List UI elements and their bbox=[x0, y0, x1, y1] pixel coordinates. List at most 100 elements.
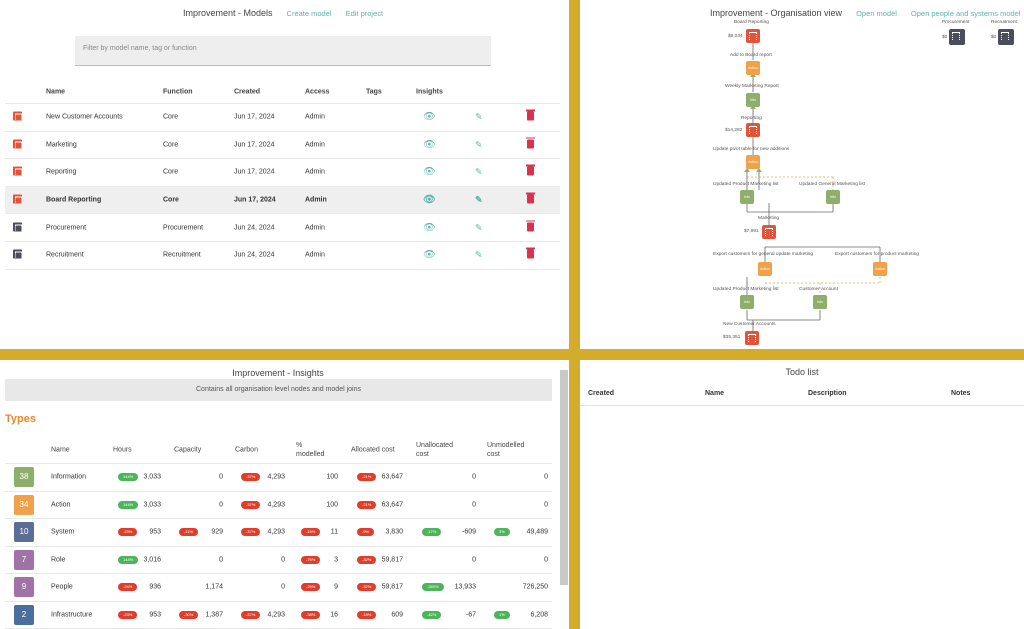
table-row[interactable]: 38 Information 144% 3,033 0 -37% 4,293 100 -21% 6… bbox=[5, 464, 552, 492]
view-insights-icon[interactable]: 👁 bbox=[423, 249, 436, 261]
unmodelled-value: 49,489 bbox=[526, 528, 548, 536]
update-tables-node[interactable]: Action bbox=[746, 155, 760, 169]
col-unallocated[interactable]: Unallocated cost bbox=[416, 441, 453, 458]
node-value: $6,034 bbox=[728, 34, 743, 39]
col-description[interactable]: Description bbox=[808, 390, 847, 397]
change-badge: -9% bbox=[357, 528, 375, 537]
table-row[interactable]: 2 Infrastructure -23% 953 -30% 1,387 -37% 4,293… bbox=[5, 602, 552, 629]
table-row[interactable]: 34 Action 144% 3,033 0 -37% 4,293 100 -21% 63,647… bbox=[5, 492, 552, 519]
col-hours[interactable]: Hours bbox=[113, 446, 132, 453]
export-general-node[interactable]: Action bbox=[758, 262, 772, 276]
model-name[interactable]: Procurement bbox=[46, 224, 87, 232]
type-name[interactable]: Action bbox=[51, 501, 71, 509]
col-unmodelled[interactable]: Unmodelled cost bbox=[487, 441, 525, 458]
open-people-link[interactable]: Open people and systems model bbox=[910, 9, 1021, 18]
edit-icon[interactable]: ✎ bbox=[475, 139, 483, 150]
change-badge: -37% bbox=[241, 500, 261, 509]
col-carbon[interactable]: Carbon bbox=[235, 446, 258, 453]
change-badge: -18% bbox=[357, 610, 377, 619]
add-to-board-node[interactable]: Action bbox=[746, 61, 760, 75]
updated-pml2-node[interactable]: Info bbox=[740, 295, 754, 309]
table-row[interactable]: Recruitment Recruitment Jun 24, 2024 Admin 👁… bbox=[5, 242, 560, 270]
col-created[interactable]: Created bbox=[234, 88, 261, 95]
view-insights-icon[interactable]: 👁 bbox=[423, 222, 436, 234]
col-access[interactable]: Access bbox=[305, 88, 330, 95]
view-insights-icon[interactable]: 👁 bbox=[423, 194, 436, 206]
delete-icon[interactable] bbox=[526, 192, 535, 206]
model-created: Jun 24, 2024 bbox=[234, 251, 275, 259]
type-count-badge: 2 bbox=[14, 604, 34, 625]
col-name[interactable]: Name bbox=[51, 446, 70, 453]
reporting-node[interactable] bbox=[746, 123, 760, 137]
view-insights-icon[interactable]: 👁 bbox=[423, 166, 436, 178]
allocated-value: 59,817 bbox=[381, 556, 403, 564]
board-reporting-node[interactable] bbox=[746, 29, 760, 43]
customer-account-node[interactable]: Info bbox=[813, 295, 827, 309]
col-created[interactable]: Created bbox=[588, 390, 615, 397]
model-name[interactable]: Reporting bbox=[46, 168, 77, 176]
table-row[interactable]: Board Reporting Core Jun 17, 2024 Admin 👁 ✎ bbox=[5, 186, 560, 215]
weekly-report-node[interactable]: Info bbox=[746, 93, 760, 107]
type-name[interactable]: Role bbox=[51, 556, 66, 564]
type-name[interactable]: System bbox=[51, 528, 75, 536]
delete-icon[interactable] bbox=[526, 137, 535, 150]
table-row[interactable]: Procurement Procurement Jun 24, 2024 Admin 👁… bbox=[5, 214, 560, 242]
edit-icon[interactable]: ✎ bbox=[475, 222, 483, 233]
edit-icon[interactable]: ✎ bbox=[475, 166, 483, 177]
col-function[interactable]: Function bbox=[163, 88, 193, 95]
col-tags[interactable]: Tags bbox=[366, 88, 382, 95]
new-customer-node[interactable] bbox=[745, 331, 759, 345]
marketing-node[interactable] bbox=[762, 225, 776, 239]
unallocated-value: 13,933 bbox=[454, 583, 476, 591]
edit-icon[interactable]: ✎ bbox=[475, 194, 483, 205]
edit-icon[interactable]: ✎ bbox=[475, 249, 483, 260]
type-count-badge: 10 bbox=[14, 522, 34, 543]
col-allocated[interactable]: Allocated cost bbox=[351, 446, 395, 453]
type-name[interactable]: Infrastructure bbox=[51, 611, 93, 619]
edit-icon[interactable]: ✎ bbox=[475, 111, 483, 122]
procurement-node[interactable] bbox=[949, 29, 965, 45]
node-label: Reporting bbox=[741, 116, 762, 121]
unallocated-value: -609 bbox=[461, 528, 476, 536]
type-count-badge: 34 bbox=[14, 494, 34, 515]
type-name[interactable]: People bbox=[51, 583, 73, 591]
table-row[interactable]: 7 Role 144% 3,016 0 0 -75% 3 -32% 59,817 0 0 bbox=[5, 547, 552, 574]
edit-project-link[interactable]: Edit project bbox=[345, 9, 384, 18]
recruitment-node[interactable] bbox=[998, 29, 1014, 45]
col-notes[interactable]: Notes bbox=[951, 390, 971, 397]
model-name[interactable]: Marketing bbox=[46, 141, 77, 149]
table-row[interactable]: New Customer Accounts Core Jun 17, 2024 Adm… bbox=[5, 104, 560, 132]
unmodelled-value: 0 bbox=[544, 473, 548, 481]
model-name[interactable]: Board Reporting bbox=[46, 196, 102, 204]
updated-gml-node[interactable]: Info bbox=[826, 190, 840, 204]
delete-icon[interactable] bbox=[526, 220, 535, 233]
delete-icon[interactable] bbox=[526, 164, 535, 178]
create-model-link[interactable]: Create model bbox=[286, 9, 332, 18]
model-name[interactable]: New Customer Accounts bbox=[46, 113, 123, 121]
model-created: Jun 17, 2024 bbox=[234, 196, 276, 204]
filter-input[interactable]: Filter by model name, tag or function bbox=[75, 36, 491, 66]
table-row[interactable]: Marketing Core Jun 17, 2024 Admin 👁 ✎ bbox=[5, 132, 560, 160]
table-row[interactable]: 10 System -23% 953 -11% 929 -37% 4,293 -15% 11 -9%… bbox=[5, 519, 552, 547]
col-capacity[interactable]: Capacity bbox=[174, 446, 202, 453]
delete-icon[interactable] bbox=[526, 109, 535, 123]
col-name[interactable]: Name bbox=[46, 88, 66, 95]
view-insights-icon[interactable]: 👁 bbox=[423, 139, 436, 151]
table-row[interactable]: Reporting Core Jun 17, 2024 Admin 👁 ✎ bbox=[5, 159, 560, 187]
open-model-link[interactable]: Open model bbox=[856, 9, 897, 18]
table-row[interactable]: 9 People -24% 936 1,174 0 -25% 9 -32% 59,817 -340%… bbox=[5, 574, 552, 602]
insights-scrollbar[interactable] bbox=[560, 370, 568, 585]
models-header: Improvement - Models Create model Edit p… bbox=[183, 8, 383, 18]
col-modelled[interactable]: % modelled bbox=[296, 441, 325, 458]
col-insights[interactable]: Insights bbox=[416, 88, 443, 95]
col-name[interactable]: Name bbox=[705, 390, 725, 397]
export-product-node[interactable]: Action bbox=[873, 262, 887, 276]
view-insights-icon[interactable]: 👁 bbox=[423, 111, 436, 123]
model-name[interactable]: Recruitment bbox=[46, 251, 84, 259]
insights-table: Name Hours Capacity Carbon % modelled Al… bbox=[5, 436, 552, 629]
carbon-value: 4,293 bbox=[267, 611, 285, 619]
delete-icon[interactable] bbox=[526, 247, 535, 261]
allocated-value: 3,830 bbox=[385, 528, 403, 536]
updated-pml-node[interactable]: Info bbox=[740, 190, 754, 204]
type-name[interactable]: Information bbox=[51, 473, 87, 481]
